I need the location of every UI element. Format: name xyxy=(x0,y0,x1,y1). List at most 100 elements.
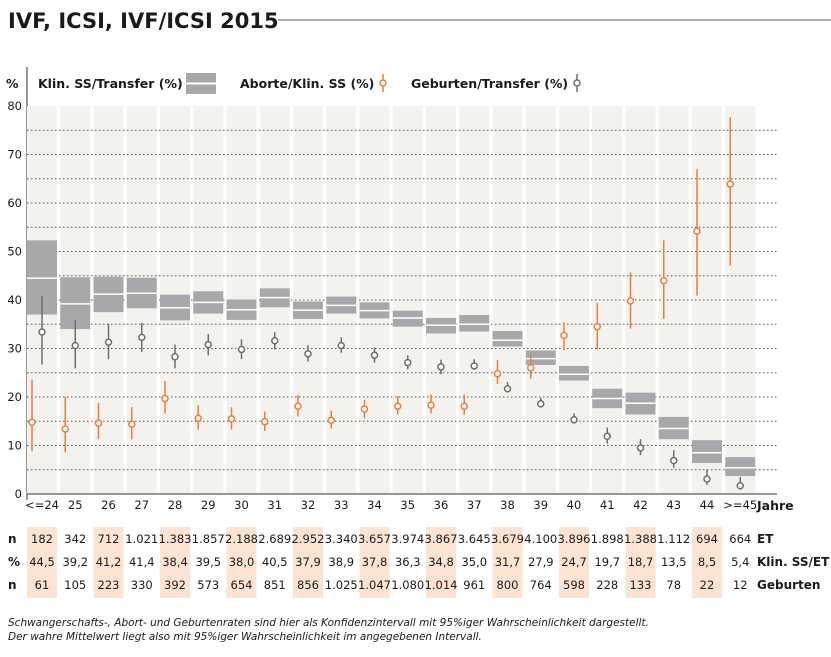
legend: Klin. SS/Transfer (%) Aborte/Klin. SS (%… xyxy=(38,73,581,94)
table-column-highlight xyxy=(293,527,323,598)
birth-point xyxy=(670,456,678,465)
pregnancy-ci-box xyxy=(692,440,722,463)
table-cell: 1.112 xyxy=(657,532,690,546)
table-cell: 36,3 xyxy=(395,555,421,569)
abortion-point xyxy=(94,419,103,427)
abortion-point xyxy=(560,331,568,340)
column-background xyxy=(525,106,556,494)
abortion-point xyxy=(327,416,335,425)
abortion-point xyxy=(493,369,502,378)
x-tick-label: 43 xyxy=(666,498,681,512)
x-tick-label: 25 xyxy=(68,498,83,512)
x-tick-label: 30 xyxy=(234,498,249,512)
table-cell: 2.188 xyxy=(225,532,258,546)
table-cell: 1.383 xyxy=(159,532,192,546)
table-row-left-label: n xyxy=(8,532,17,546)
x-axis-label: Jahre xyxy=(756,498,794,513)
x-tick-label: 38 xyxy=(500,498,515,512)
chart-title: IVF, ICSI, IVF/ICSI 2015 xyxy=(8,9,279,33)
table-cell: 392 xyxy=(164,578,186,592)
birth-point xyxy=(470,362,478,370)
table-column-highlight xyxy=(692,527,722,598)
abortion-point xyxy=(194,414,202,423)
table-cell: 18,7 xyxy=(628,555,654,569)
birth-point xyxy=(337,341,345,350)
abortion-point xyxy=(128,420,136,428)
table-cell: 694 xyxy=(696,532,718,546)
x-tick-label: 29 xyxy=(201,498,216,512)
table-cell: 27,9 xyxy=(528,555,554,569)
table-row-left-label: % xyxy=(8,555,20,569)
abortion-point xyxy=(294,402,302,410)
abortion-point xyxy=(161,394,169,403)
abortion-point xyxy=(261,417,269,426)
abortion-point xyxy=(660,276,668,285)
table-cell: 3.645 xyxy=(458,532,491,546)
y-tick-label: 50 xyxy=(7,245,22,259)
x-tick-label: 40 xyxy=(567,498,582,512)
abortion-point xyxy=(360,405,369,413)
table-cell: 3.974 xyxy=(391,532,424,546)
abortion-point xyxy=(427,401,435,409)
abortion-point xyxy=(593,322,601,331)
table-column-highlight xyxy=(160,527,190,598)
x-tick-label: 39 xyxy=(533,498,548,512)
x-tick-label: 32 xyxy=(301,498,316,512)
x-tick-label: 44 xyxy=(700,498,715,512)
x-tick-label: 34 xyxy=(367,498,382,512)
table-cell: 4.100 xyxy=(524,532,557,546)
table-cell: 78 xyxy=(666,578,681,592)
table-cell: 3.657 xyxy=(358,532,391,546)
table-column-highlight xyxy=(93,527,124,598)
legend-label-birth: Geburten/Transfer (%) xyxy=(411,76,568,91)
x-tick-label: 27 xyxy=(134,498,149,512)
table-cell: 182 xyxy=(31,532,53,546)
table-cell: 38,0 xyxy=(229,555,255,569)
birth-point xyxy=(503,385,512,393)
y-tick-label: 0 xyxy=(15,487,22,501)
abortion-point xyxy=(61,425,69,433)
table-column-highlight xyxy=(625,527,656,598)
y-tick-label: 80 xyxy=(7,99,22,113)
pregnancy-ci-box xyxy=(725,457,756,477)
table-column-highlight xyxy=(492,527,523,598)
birth-point xyxy=(71,341,79,350)
x-tick-label: 42 xyxy=(633,498,648,512)
table-row-right-label: Klin. SS/ET xyxy=(757,555,830,569)
table-cell: 223 xyxy=(98,578,120,592)
table-cell: 35,0 xyxy=(461,555,487,569)
x-tick-label: 36 xyxy=(434,498,449,512)
x-tick-label: 33 xyxy=(334,498,349,512)
table-cell: 764 xyxy=(530,578,552,592)
table-cell: 38,9 xyxy=(328,555,354,569)
birth-point xyxy=(370,351,379,360)
table-row-right-label: Geburten xyxy=(757,578,820,592)
birth-point xyxy=(636,444,645,452)
abortion-point xyxy=(693,227,701,235)
y-tick-label: 30 xyxy=(7,342,22,356)
table-cell: 1.898 xyxy=(591,532,624,546)
x-tick-label: 26 xyxy=(101,498,116,512)
abortion-point xyxy=(227,415,236,423)
birth-point xyxy=(736,482,744,490)
footnote-line-2: Der wahre Mittelwert liegt also mit 95%i… xyxy=(8,631,482,643)
birth-point xyxy=(171,352,179,361)
table-cell: 40,5 xyxy=(262,555,288,569)
table-cell: 37,8 xyxy=(362,555,388,569)
birth-point xyxy=(703,475,711,483)
table-cell: 1.080 xyxy=(391,578,424,592)
table-column-highlight xyxy=(559,527,589,598)
table-row-right-label: ET xyxy=(757,532,774,546)
table-cell: 12 xyxy=(733,578,748,592)
abortion-point xyxy=(460,402,468,410)
y-tick-label: 40 xyxy=(7,293,22,307)
table-cell: 1.857 xyxy=(192,532,225,546)
y-tick-label: 60 xyxy=(7,196,22,210)
y-tick-label: 70 xyxy=(7,148,22,162)
table-cell: 8,5 xyxy=(698,555,716,569)
table-column-highlight xyxy=(226,527,257,598)
table-cell: 1.047 xyxy=(358,578,391,592)
x-tick-label: >=45 xyxy=(723,498,757,512)
table-cell: 228 xyxy=(596,578,618,592)
